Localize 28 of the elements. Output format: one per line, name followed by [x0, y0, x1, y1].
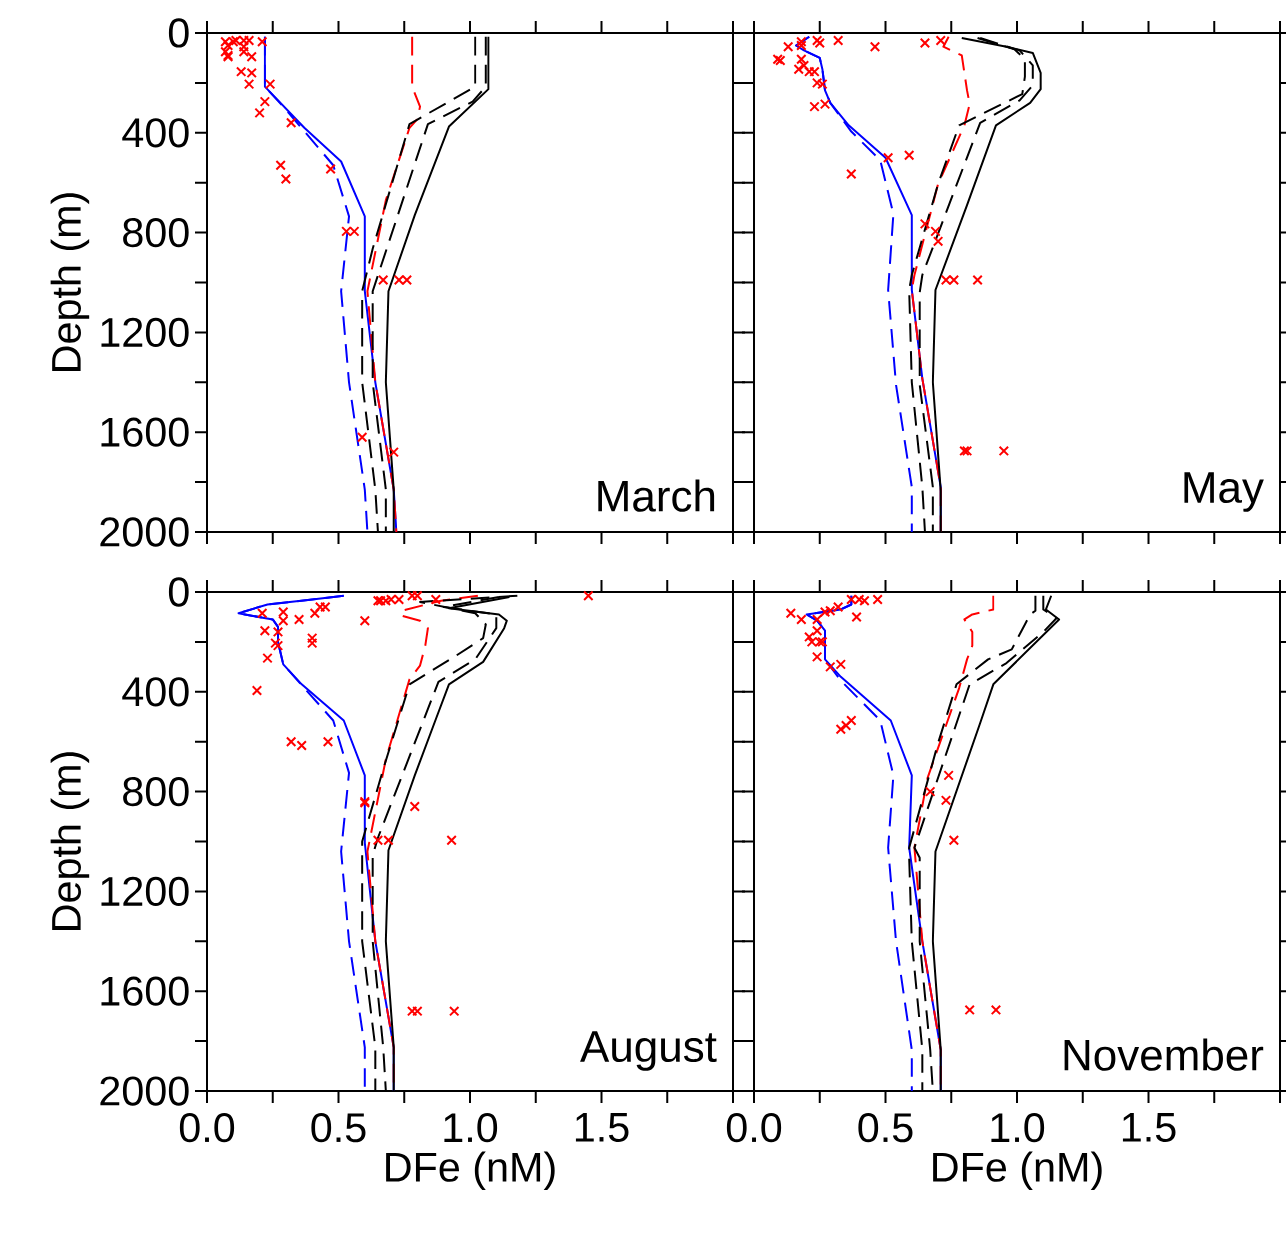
y-tick-label: 800	[123, 776, 189, 807]
y-tick-label: 400	[122, 118, 189, 148]
y-axis-title: Depth (m)	[50, 193, 90, 371]
x-tick-label: 1.5	[575, 1113, 629, 1142]
x-tick-label: 0.0	[726, 1113, 782, 1143]
x-tick-label: 1.0	[991, 1113, 1045, 1143]
x-axis-title: DFe (nM)	[933, 1151, 1102, 1190]
x-tick-label: 0.5	[311, 1113, 366, 1143]
y-tick-label: 2000	[100, 1076, 189, 1106]
x-tick-label: 1.5	[1122, 1113, 1176, 1142]
y-tick-label: 1200	[101, 317, 189, 348]
y-tick-label: 2000	[100, 517, 189, 547]
y-tick-label: 1600	[101, 976, 189, 1006]
y-tick-label: 1600	[101, 417, 189, 447]
x-axis-title: DFe (nM)	[386, 1151, 555, 1190]
x-tick-label: 0.0	[179, 1113, 235, 1143]
y-tick-label: 400	[122, 677, 189, 707]
y-tick-label: 0	[168, 18, 189, 48]
y-axis-title: Depth (m)	[50, 752, 90, 930]
x-tick-label: 0.5	[858, 1113, 913, 1143]
annotation: March	[598, 479, 715, 512]
annotation: May	[1184, 472, 1264, 512]
y-tick-label: 0	[168, 577, 189, 607]
y-tick-label: 800	[123, 217, 189, 248]
y-tick-label: 1200	[101, 876, 189, 907]
annotation: November	[1064, 1038, 1264, 1071]
annotation: August	[580, 1031, 717, 1071]
x-tick-label: 1.0	[444, 1113, 498, 1143]
